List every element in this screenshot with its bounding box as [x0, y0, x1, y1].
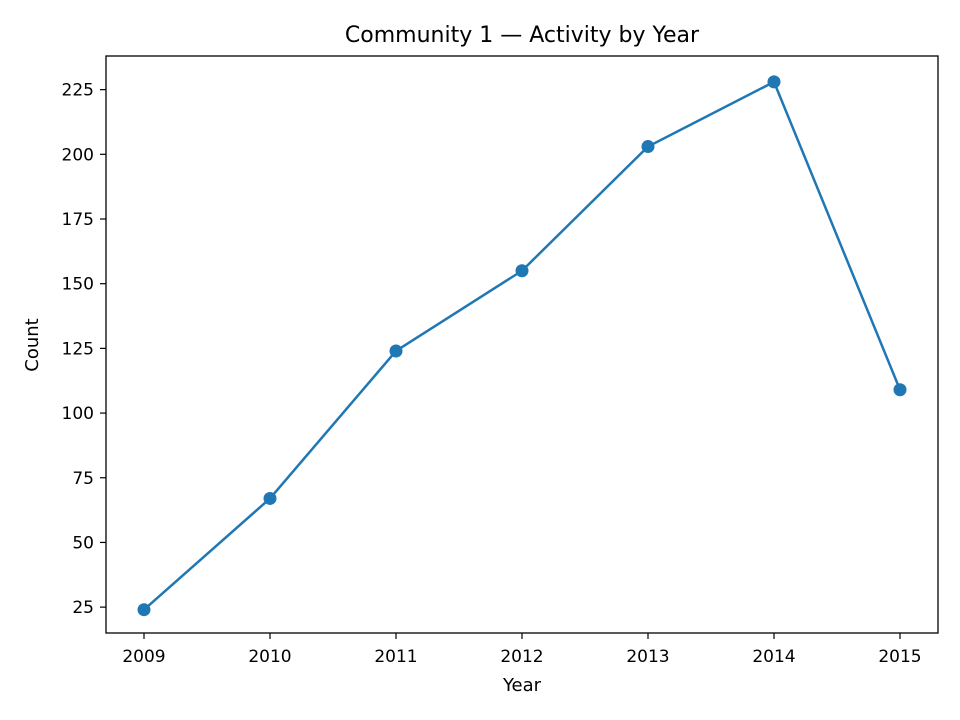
- x-tick-label: 2009: [122, 647, 165, 667]
- data-point: [641, 140, 655, 154]
- y-tick-label: 200: [62, 145, 94, 165]
- x-axis: 2009 2010 2011 2012 2013 2014 2015: [122, 633, 922, 667]
- series-group: [137, 75, 907, 617]
- y-axis: 25 50 75 100 125 150 175 200 225: [62, 81, 106, 618]
- data-point: [893, 383, 907, 397]
- data-point: [389, 344, 403, 358]
- data-point: [767, 75, 781, 89]
- y-tick-label: 225: [62, 81, 94, 101]
- x-axis-label: Year: [502, 675, 542, 696]
- y-tick-label: 25: [72, 598, 94, 618]
- y-tick-label: 50: [72, 533, 94, 553]
- x-tick-label: 2014: [752, 647, 795, 667]
- y-tick-label: 100: [62, 404, 94, 424]
- y-tick-label: 150: [62, 275, 94, 295]
- chart-title: Community 1 — Activity by Year: [345, 23, 700, 48]
- x-tick-label: 2012: [500, 647, 543, 667]
- plot-area: [105, 55, 939, 634]
- y-tick-label: 75: [72, 469, 94, 489]
- data-point: [137, 603, 151, 617]
- data-point: [263, 491, 277, 505]
- x-tick-label: 2015: [878, 647, 921, 667]
- x-tick-label: 2013: [626, 647, 669, 667]
- y-axis-label: Count: [22, 318, 43, 371]
- y-tick-label: 175: [62, 210, 94, 230]
- x-tick-label: 2010: [248, 647, 291, 667]
- y-tick-label: 125: [62, 339, 94, 359]
- x-tick-label: 2011: [374, 647, 417, 667]
- data-point: [515, 264, 529, 278]
- series-line: [143, 80, 902, 611]
